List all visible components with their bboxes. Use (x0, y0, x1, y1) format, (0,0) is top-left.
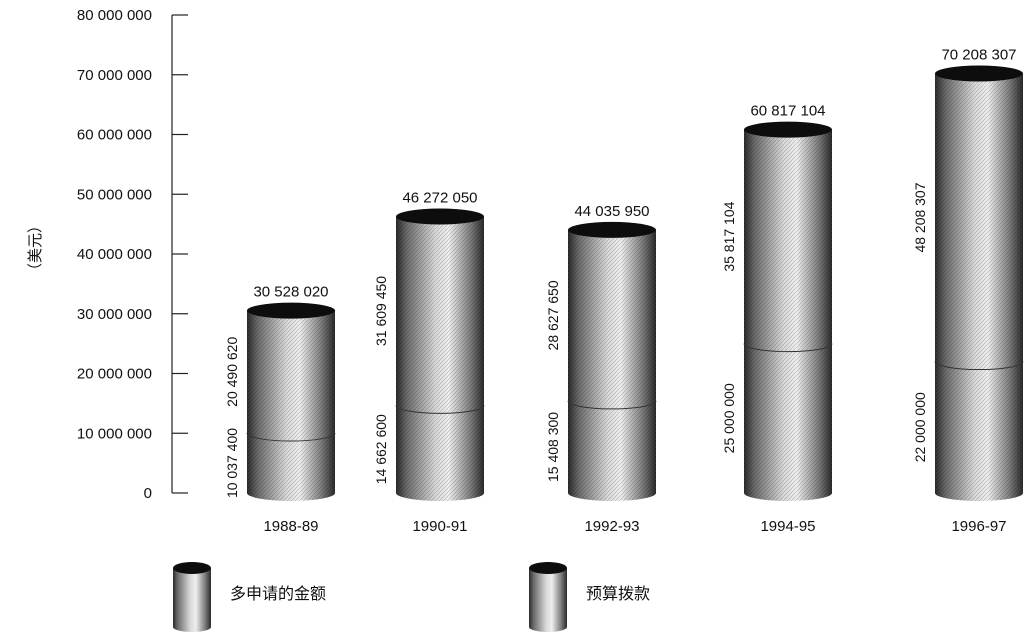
y-tick-label: 70 000 000 (77, 67, 152, 84)
legend-swatch-cap (173, 562, 211, 574)
cylinder-top-cap (568, 221, 656, 238)
x-tick-label: 1988-89 (263, 518, 318, 535)
total-label: 44 035 950 (574, 203, 649, 220)
y-axis: 0 10 000 000 20 000 000 30 000 000 40 000 00… (77, 7, 188, 502)
segment-label-budget: 14 662 600 (373, 414, 389, 484)
legend: 多申请的金额 预算拨款 (173, 562, 650, 632)
segment-label-budget: 22 000 000 (912, 392, 928, 462)
segment-label-budget: 25 000 000 (721, 383, 737, 453)
x-tick-label: 1994-95 (760, 518, 815, 535)
x-tick-label: 1992-93 (584, 518, 639, 535)
segment-label-extra: 35 817 104 (721, 201, 737, 271)
segment-label-extra: 48 208 307 (912, 182, 928, 252)
total-label: 30 528 020 (253, 284, 328, 301)
data-labels: 30 528 020 1988-89 10 037 400 20 490 620 46 … (224, 47, 1017, 535)
cylinder-top-cap (247, 302, 335, 319)
cylinder-top-cap (396, 208, 484, 225)
legend-label: 多申请的金额 (230, 585, 326, 603)
segment-label-budget: 15 408 300 (545, 412, 561, 482)
segment-label-extra: 31 609 450 (373, 276, 389, 346)
cylinder-texture (396, 216, 484, 501)
cylinder-texture (247, 310, 335, 501)
cylinder-top-cap (744, 121, 832, 138)
segment-divider (246, 432, 336, 442)
y-tick-label: 20 000 000 (77, 366, 152, 383)
y-axis-title: （美元） (27, 218, 44, 278)
legend-label: 预算拨款 (586, 584, 650, 603)
segment-label-extra: 20 490 620 (224, 337, 240, 407)
total-label: 46 272 050 (402, 190, 477, 207)
x-tick-label: 1996-97 (951, 518, 1006, 535)
bars (246, 65, 1024, 501)
segment-divider (567, 400, 657, 410)
total-label: 70 208 307 (941, 47, 1016, 64)
segment-label-budget: 10 037 400 (224, 428, 240, 498)
total-label: 60 817 104 (750, 103, 825, 120)
y-tick-label: 80 000 000 (77, 7, 152, 24)
segment-divider (395, 405, 485, 414)
y-tick-label: 30 000 000 (77, 306, 152, 323)
y-tick-label: 40 000 000 (77, 246, 152, 263)
y-tick-label: 10 000 000 (77, 425, 152, 442)
segment-divider (743, 343, 833, 353)
segment-label-extra: 28 627 650 (545, 280, 561, 350)
cylinder-texture (935, 73, 1023, 501)
cylinder-texture (568, 229, 656, 501)
legend-swatch (173, 568, 211, 632)
cylinder-top-cap (935, 65, 1023, 82)
cylinder-texture (744, 129, 832, 501)
y-tick-label: 60 000 000 (77, 127, 152, 144)
segment-divider (934, 361, 1024, 371)
y-tick-label: 0 (144, 485, 152, 502)
legend-swatch (529, 568, 567, 632)
x-tick-label: 1990-91 (412, 518, 467, 535)
legend-swatch-cap (529, 562, 567, 574)
y-tick-label: 50 000 000 (77, 186, 152, 203)
